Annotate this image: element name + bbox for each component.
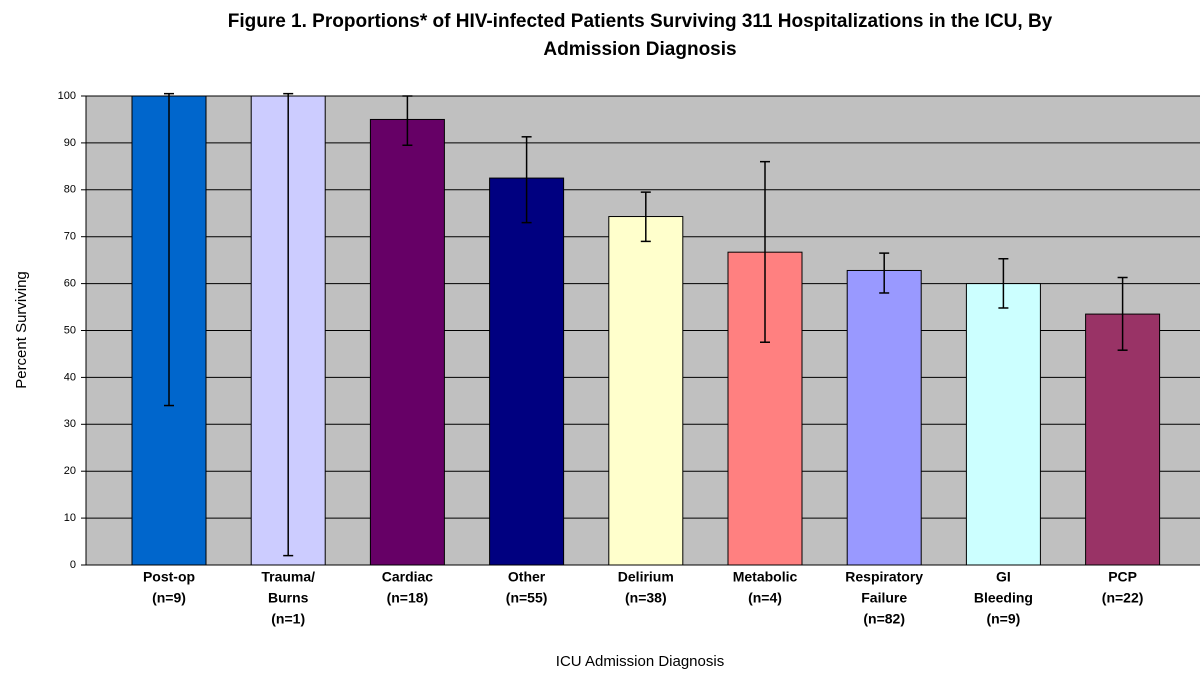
x-tick-label: (n=9): [152, 590, 186, 606]
bar: [608, 216, 684, 566]
y-tick-label: 30: [64, 418, 76, 430]
x-tick-label: Metabolic: [733, 569, 798, 585]
x-tick-label: (n=1): [271, 611, 305, 627]
y-tick-label: 0: [70, 559, 76, 571]
y-tick-label: 10: [64, 512, 76, 524]
x-tick-label: (n=18): [387, 590, 429, 606]
bar: [846, 269, 922, 566]
y-tick-label: 20: [64, 465, 76, 477]
y-tick-label: 80: [64, 184, 76, 196]
y-tick-label: 90: [64, 137, 76, 149]
x-tick-label: (n=38): [625, 590, 667, 606]
x-tick-label: Bleeding: [974, 590, 1033, 606]
bar: [1085, 313, 1161, 566]
y-tick-label: 60: [64, 278, 76, 290]
chart-title: Admission Diagnosis: [543, 39, 736, 60]
y-tick-label: 40: [64, 371, 76, 383]
bar: [369, 118, 445, 566]
x-tick-label: Respiratory: [845, 569, 923, 585]
x-tick-label: GI: [996, 569, 1011, 585]
x-tick-label: (n=4): [748, 590, 782, 606]
y-axis-title: Percent Surviving: [13, 271, 30, 389]
x-tick-label: (n=22): [1102, 590, 1144, 606]
x-tick-label: Trauma/: [261, 569, 315, 585]
x-tick-label: Cardiac: [382, 569, 434, 585]
x-axis-title: ICU Admission Diagnosis: [556, 653, 724, 670]
x-tick-label: (n=55): [506, 590, 548, 606]
bar: [965, 283, 1041, 566]
x-tick-label: Failure: [861, 590, 907, 606]
x-tick-label: (n=82): [863, 611, 905, 627]
y-tick-label: 50: [64, 324, 76, 336]
bar: [489, 177, 565, 566]
x-tick-label: PCP: [1108, 569, 1137, 585]
chart-title: Figure 1. Proportions* of HIV-infected P…: [228, 11, 1053, 32]
x-tick-label: Other: [508, 569, 546, 585]
x-tick-label: Delirium: [618, 569, 674, 585]
x-tick-label: Burns: [268, 590, 309, 606]
y-tick-label: 100: [58, 90, 76, 102]
x-tick-label: (n=9): [986, 611, 1020, 627]
y-tick-label: 70: [64, 231, 76, 243]
x-tick-label: Post-op: [143, 569, 195, 585]
